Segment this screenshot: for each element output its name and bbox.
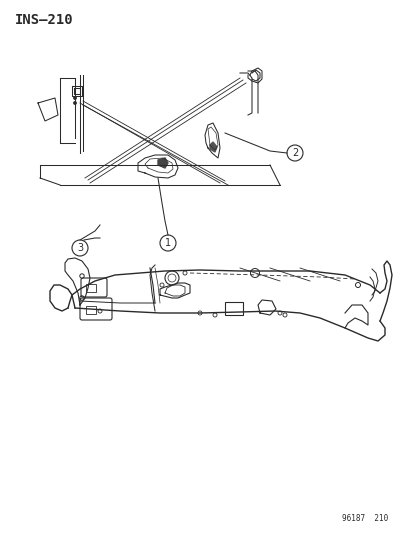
Bar <box>224 302 242 315</box>
Circle shape <box>74 102 76 104</box>
Bar <box>86 284 96 292</box>
Text: 96187  210: 96187 210 <box>341 514 387 523</box>
Polygon shape <box>158 158 168 168</box>
Text: INS–210: INS–210 <box>15 13 74 27</box>
Text: 3: 3 <box>77 243 83 253</box>
Bar <box>86 306 96 314</box>
Circle shape <box>74 97 76 99</box>
Text: 1: 1 <box>164 238 171 248</box>
Text: 2: 2 <box>291 148 297 158</box>
Polygon shape <box>209 142 216 152</box>
